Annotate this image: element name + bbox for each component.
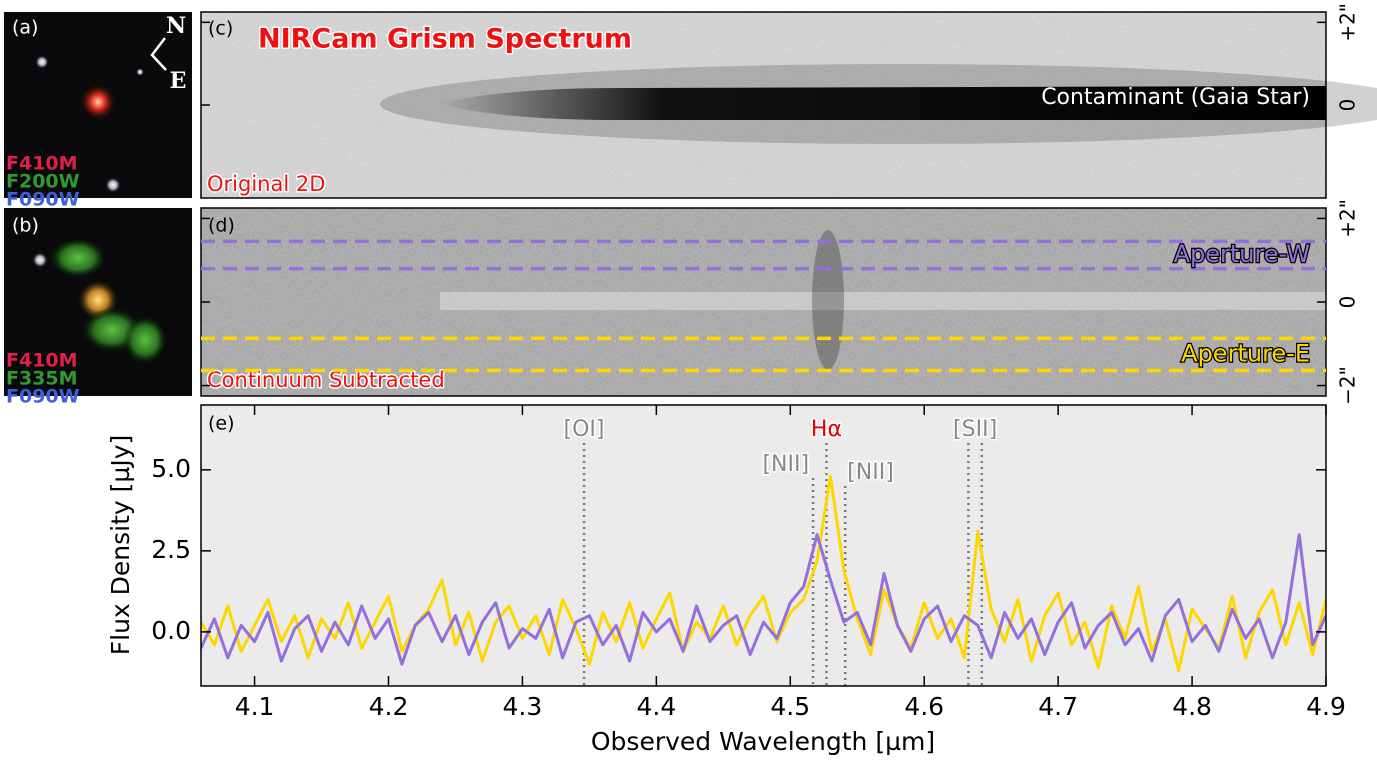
panel-label: (e) (208, 413, 235, 435)
annotation: Contaminant (Gaia Star) (1041, 85, 1310, 110)
star (32, 252, 48, 268)
caption: Original 2D (207, 172, 325, 196)
star (136, 68, 144, 76)
x-tick-label: 4.9 (1306, 692, 1346, 721)
filter-label: F410M (6, 153, 78, 175)
legend-label: Aperture-E (1181, 339, 1310, 367)
filter-label: F090W (6, 386, 80, 408)
x-tick-label: 4.7 (1038, 692, 1078, 721)
figure-title: NIRCam Grism Spectrum (258, 24, 632, 55)
y-tick-label: 0 (1336, 296, 1360, 309)
filter-label: F335M (6, 368, 78, 390)
compass (150, 37, 167, 71)
panel-b: (b) (4, 208, 192, 396)
y-tick-label: 2.5 (151, 535, 191, 564)
x-tick-label: 4.2 (369, 692, 409, 721)
panel-label: (d) (208, 215, 235, 237)
x-tick-label: 4.3 (503, 692, 543, 721)
residual-trace (440, 292, 1326, 310)
y-tick-label: −2" (1336, 366, 1360, 405)
y-tick-label: +2" (1336, 199, 1360, 238)
contaminant-trace (440, 86, 1326, 120)
emission-line-label: [NII] (847, 460, 894, 485)
x-tick-label: 4.6 (904, 692, 944, 721)
legend-label: Aperture-W (1174, 240, 1310, 268)
y-tick-label: 0 (1336, 99, 1360, 112)
emission-feature (812, 230, 844, 370)
y-axis-label: Flux Density [µJy] (106, 435, 135, 655)
panel-a: (a) N E (4, 12, 192, 198)
plot-area (201, 405, 1326, 686)
panel-label: (b) (12, 215, 39, 237)
x-tick-label: 4.5 (770, 692, 810, 721)
source (50, 238, 106, 278)
emission-line-label: [NII] (762, 452, 809, 477)
panel-label: (a) (12, 17, 38, 39)
filter-label: F200W (6, 171, 80, 193)
compass-n: N (166, 13, 186, 39)
filter-label: F090W (6, 189, 80, 211)
y-tick-label: 0.0 (151, 616, 191, 645)
star (105, 177, 121, 193)
frame (200, 404, 1327, 687)
x-tick-label: 4.1 (235, 692, 275, 721)
spectrum-line (201, 533, 1326, 666)
panel-label: (c) (208, 18, 233, 40)
spectrum-line (201, 474, 1326, 673)
source (80, 84, 116, 120)
source (123, 316, 167, 364)
panel-d: (d) Continuum Subtracted Aperture-EApert… (200, 207, 1327, 397)
compass-e: E (170, 68, 187, 94)
x-tick-label: 4.4 (636, 692, 676, 721)
panel-c: (c) NIRCam Grism Spectrum Original 2D Co… (200, 11, 1377, 199)
x-axis-label: Observed Wavelength [µm] (591, 727, 935, 756)
noise (201, 208, 1326, 396)
x-tick-label: 4.8 (1172, 692, 1212, 721)
filter-label: F410M (6, 350, 78, 372)
y-tick-label: 5.0 (151, 454, 191, 483)
emission-line-label: [OI] (564, 417, 605, 442)
star (35, 55, 49, 69)
y-tick-label: +2" (1336, 3, 1360, 42)
emission-line-label: [SII] (953, 417, 997, 442)
emission-line-label: Hα (811, 417, 842, 442)
